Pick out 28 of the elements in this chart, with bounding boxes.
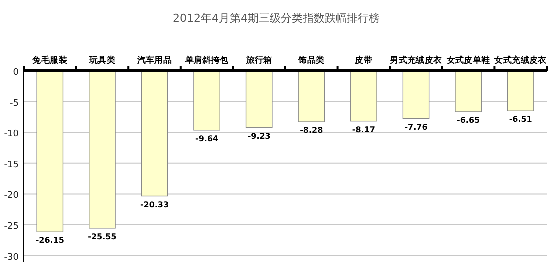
y-tick-label: -30 [4, 252, 20, 263]
x-tick-label: 玩具类 [88, 55, 116, 65]
data-label: -8.17 [352, 125, 376, 134]
y-tick-label: 0 [13, 68, 20, 78]
x-tick-label: 饰品类 [298, 55, 325, 65]
data-label: -25.55 [88, 232, 118, 242]
data-label: -6.65 [457, 116, 481, 125]
y-tick-label: -10 [4, 130, 20, 140]
data-label: -7.76 [404, 122, 428, 132]
x-tick-label: 汽车用品 [136, 55, 172, 65]
y-tick-label: -20 [4, 191, 20, 202]
x-tick-label: 男式充绒皮衣 [389, 55, 444, 65]
data-label: -9.23 [248, 132, 271, 141]
x-tick-label: 女式皮单鞋 [446, 55, 491, 65]
x-tick-label: 皮带 [354, 55, 373, 65]
data-label: -9.64 [196, 134, 220, 144]
y-tick-label: -15 [4, 160, 19, 170]
data-label: -8.28 [300, 126, 324, 136]
x-tick-label: 单肩斜挎包 [184, 55, 230, 65]
data-label: -26.15 [36, 236, 65, 246]
y-tick-label: -25 [4, 222, 19, 232]
data-label: -20.33 [140, 200, 170, 210]
x-tick-label: 旅行箱 [245, 55, 273, 65]
x-tick-label: 女式充绒皮衣 [494, 55, 548, 65]
chart-title: 2012年4月第4期三级分类指数跌幅排行榜 [173, 12, 380, 25]
data-label: -6.51 [509, 115, 533, 124]
x-tick-label: 兔毛服装 [32, 55, 68, 65]
y-tick-label: -5 [10, 98, 19, 109]
